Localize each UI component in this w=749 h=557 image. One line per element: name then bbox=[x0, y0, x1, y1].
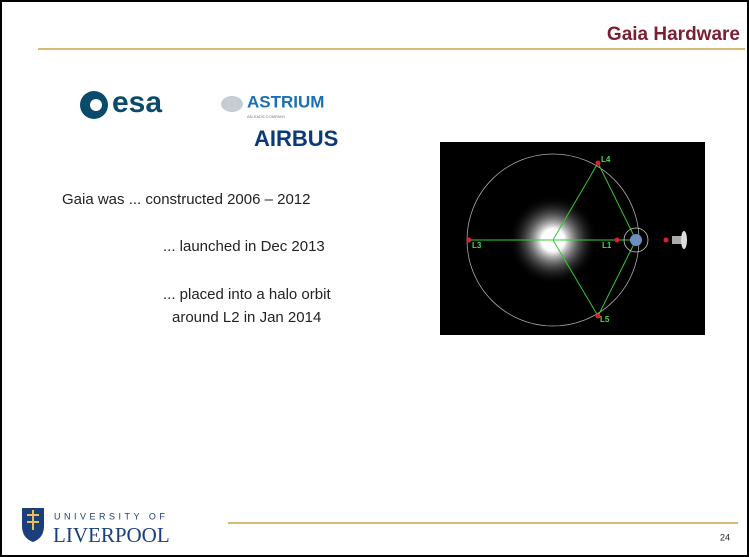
university-text: UNIVERSITY OF bbox=[54, 511, 168, 521]
moon-orbit bbox=[623, 227, 649, 253]
body-line: around L2 in Jan 2014 bbox=[172, 309, 321, 326]
body-line: ... placed into a halo orbit bbox=[163, 286, 331, 303]
astrium-logo: ASTRIUM AN EADS COMPANY AIRBUS bbox=[221, 92, 338, 151]
point-label: L5 bbox=[600, 315, 610, 324]
earth bbox=[630, 234, 642, 246]
point-labels: L4 L3 L1 L5 bbox=[472, 155, 612, 324]
crest-detail bbox=[27, 510, 39, 530]
lagrange-points bbox=[466, 160, 669, 319]
page-number: 24 bbox=[720, 532, 730, 542]
body-line: ... launched in Dec 2013 bbox=[163, 238, 325, 255]
slide-title: Gaia Hardware bbox=[607, 24, 740, 45]
eads-text: AN EADS COMPANY bbox=[247, 114, 286, 119]
airbus-text: AIRBUS bbox=[254, 126, 338, 151]
point-label: L1 bbox=[602, 241, 612, 250]
astrium-mark bbox=[221, 96, 243, 112]
esa-logo: esa bbox=[80, 86, 162, 119]
point-label: L4 bbox=[601, 155, 611, 164]
body-line: Gaia was ... constructed 2006 – 2012 bbox=[62, 191, 311, 208]
astrium-text: ASTRIUM bbox=[247, 92, 324, 111]
point-label: L3 bbox=[472, 241, 482, 250]
liverpool-logo: UNIVERSITY OF LIVERPOOL bbox=[22, 508, 170, 547]
lagrange-diagram: L4 L3 L1 L5 bbox=[440, 142, 705, 335]
esa-text: esa bbox=[112, 86, 162, 119]
gaia-probe bbox=[672, 231, 687, 249]
liverpool-text: LIVERPOOL bbox=[53, 523, 170, 547]
esa-mark-inner bbox=[90, 99, 102, 111]
